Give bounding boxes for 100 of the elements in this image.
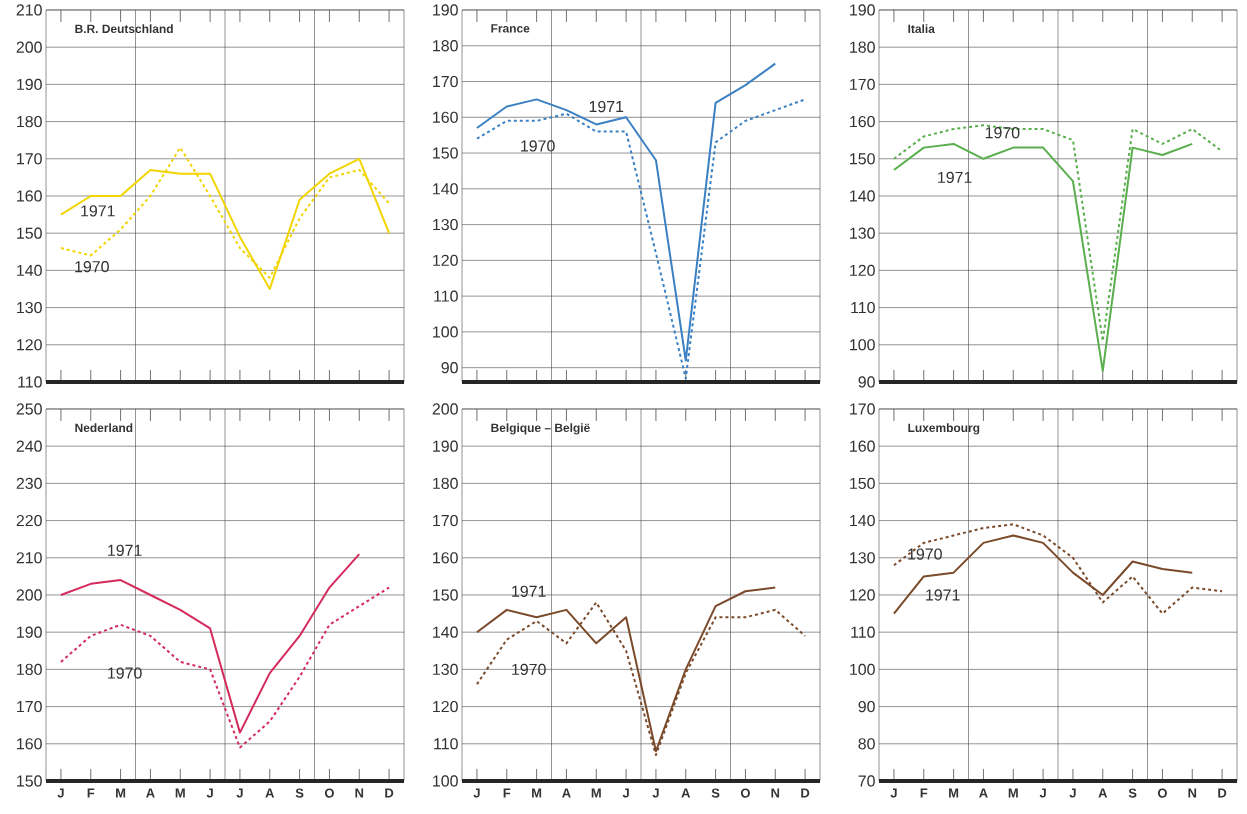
x-tick-label: S [1128,788,1137,798]
y-tick-label: 190 [433,4,458,16]
y-tick-label: 140 [17,264,42,277]
x-tick-label: N [771,788,780,798]
y-tick-label: 90 [858,700,875,713]
series-label: 1970 [108,667,142,679]
y-tick-label: 130 [433,663,458,676]
x-tick-label: J [890,788,897,798]
y-tick-label: 130 [433,218,458,231]
series-label: 1970 [908,548,942,560]
y-tick-label: 150 [433,147,458,159]
series-label: 1971 [926,589,960,601]
y-tick-label: 170 [850,403,875,415]
text: B.R. Deutschland [75,24,173,34]
y-tick-label: 130 [850,552,875,564]
x-tick-label: M [532,788,542,798]
x-tick-label: J [206,788,213,798]
y-tick-label: 190 [17,626,42,638]
y-tick-label: 160 [433,552,458,564]
series-label: 1970 [512,663,546,676]
y-tick-label: 100 [850,339,875,351]
y-tick-label: 160 [850,115,875,128]
series-label: 1970 [985,127,1020,139]
y-tick-label: 110 [851,301,875,314]
text: Luxembourg [908,423,980,435]
y-tick-label: 110 [18,376,42,388]
x-tick-label: M [591,788,601,798]
series-label: 1971 [938,171,972,184]
x-tick-label: M [175,788,185,798]
x-tick-label: F [87,788,95,798]
x-tick-label: M [1008,788,1018,798]
y-tick-label: 200 [16,41,42,53]
y-tick-label: 70 [858,775,875,787]
x-tick-label: A [1098,788,1108,798]
y-tick-label: 190 [850,4,875,16]
y-tick-label: 180 [850,41,875,53]
y-tick-label: 250 [16,403,42,415]
x-tick-label: N [355,788,364,798]
x-tick-label: J [1069,788,1076,798]
y-tick-label: 140 [850,190,875,202]
y-tick-label: 100 [433,326,458,338]
y-tick-label: 120 [850,589,875,601]
y-tick-label: 120 [850,264,875,277]
y-tick-label: 190 [17,78,42,91]
series-label: 1971 [108,544,142,556]
y-tick-label: 170 [17,153,42,165]
y-tick-label: 180 [17,115,42,128]
y-tick-label: 150 [17,775,42,787]
series-label: 1971 [512,585,546,597]
y-tick-label: 120 [17,339,42,351]
y-tick-label: 150 [850,153,875,165]
x-tick-label: A [265,788,275,798]
text: Italia [908,24,935,34]
x-tick-label: A [681,788,691,798]
x-tick-label: A [146,788,155,798]
x-tick-label: J [1039,788,1046,798]
y-tick-label: 110 [434,290,458,302]
series-label: 1970 [521,140,555,152]
y-tick-label: 120 [433,254,458,267]
x-tick-label: D [385,788,394,798]
line-series [892,523,1224,615]
x-tick-label: N [1188,788,1197,798]
y-tick-label: 140 [433,183,458,195]
y-tick-label: 160 [850,440,875,452]
x-tick-label: D [801,788,810,798]
y-tick-label: 160 [17,190,42,202]
y-tick-label: 140 [433,626,458,638]
y-tick-label: 180 [433,477,458,490]
y-tick-label: 150 [17,227,42,239]
y-tick-label: 110 [434,738,458,750]
x-tick-label: M [116,788,126,798]
y-tick-label: 100 [850,663,875,676]
x-tick-label: J [652,788,659,798]
y-tick-label: 180 [433,40,458,52]
x-tick-label: M [949,788,959,798]
x-tick-label: J [236,788,243,798]
y-tick-label: 90 [858,376,875,388]
text: Nederland [75,423,133,433]
y-tick-label: 170 [17,700,42,713]
y-tick-label: 130 [17,301,42,314]
y-tick-label: 80 [858,738,875,750]
y-tick-label: 90 [441,362,458,374]
x-tick-label: J [622,788,629,798]
x-tick-label: J [57,788,64,798]
series-label: 1971 [81,205,115,217]
y-tick-label: 160 [433,111,458,123]
x-tick-label: O [324,788,334,798]
y-tick-label: 200 [16,589,42,601]
x-tick-label: F [920,788,928,798]
series-label: 1971 [589,100,624,113]
y-tick-label: 140 [850,514,875,527]
x-tick-label: O [1157,788,1167,798]
series-label: 1970 [75,261,109,273]
x-tick-label: F [503,788,511,798]
line-series [59,586,391,749]
y-tick-label: 180 [17,663,42,676]
x-tick-label: S [295,788,304,798]
y-tick-label: 130 [850,227,875,239]
x-tick-label: A [562,788,571,798]
y-tick-label: 150 [433,589,458,601]
